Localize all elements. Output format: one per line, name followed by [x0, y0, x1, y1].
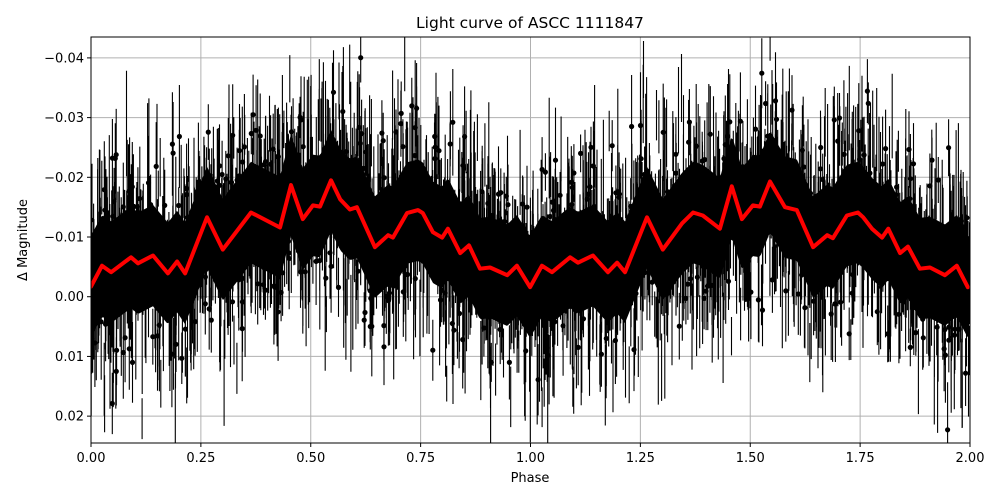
x-tick-label: 1.75 — [846, 451, 875, 466]
x-tick-label: 1.00 — [516, 451, 545, 466]
y-axis-label: Δ Magnitude — [16, 199, 31, 281]
x-tick-label: 0.00 — [77, 451, 106, 466]
x-axis-label: Phase — [511, 471, 550, 486]
x-tick-label: 0.50 — [296, 451, 325, 466]
binned-mean-curve — [91, 178, 970, 290]
x-tick-label: 1.50 — [736, 451, 765, 466]
y-axis-ticks: −0.04 −0.03 −0.02 −0.01 0.00 0.01 0.02 — [44, 51, 91, 425]
y-tick-label: −0.02 — [44, 171, 84, 186]
y-tick-label: −0.03 — [44, 111, 84, 126]
x-tick-label: 2.00 — [956, 451, 985, 466]
x-tick-label: 1.25 — [626, 451, 655, 466]
x-axis-ticks: 0.00 0.25 0.50 0.75 1.00 1.25 1.50 1.75 2.00 — [77, 443, 985, 466]
y-tick-label: 0.01 — [55, 350, 84, 365]
y-tick-label: 0.02 — [55, 410, 84, 425]
observation-errorbars — [91, 37, 970, 443]
y-tick-label: −0.04 — [44, 51, 84, 66]
y-tick-label: −0.01 — [44, 231, 84, 246]
x-tick-label: 0.25 — [186, 451, 215, 466]
chart-title: Light curve of ASCC 1111847 — [416, 14, 644, 32]
x-tick-label: 0.75 — [406, 451, 435, 466]
y-tick-label: 0.00 — [55, 290, 84, 305]
